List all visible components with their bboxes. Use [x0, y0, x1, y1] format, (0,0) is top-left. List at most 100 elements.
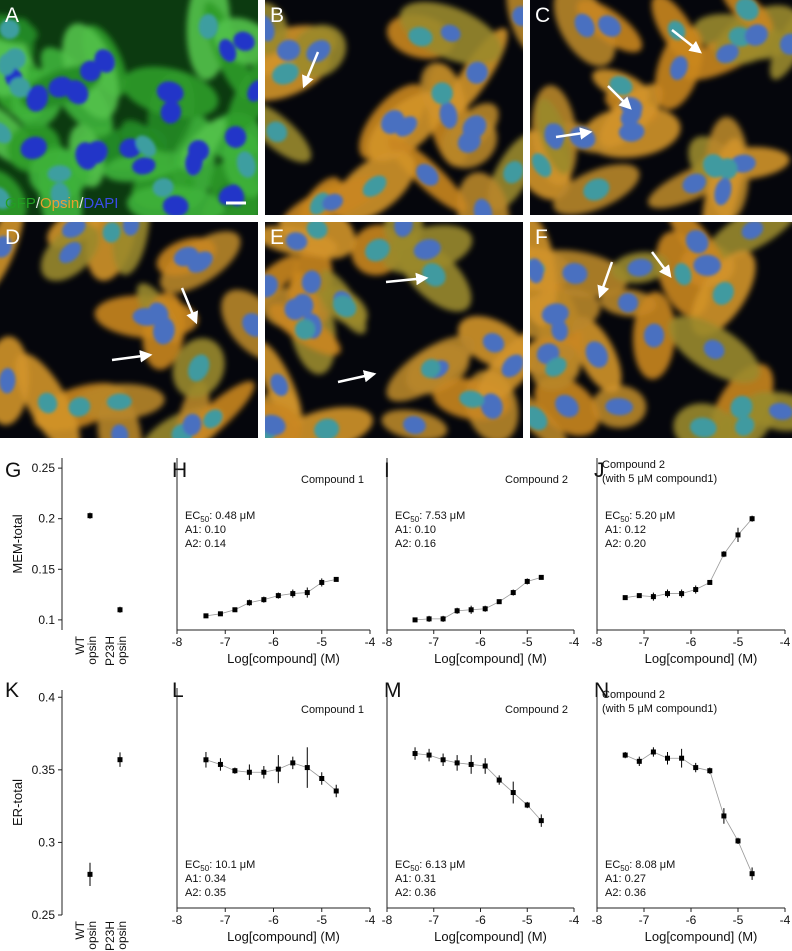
- x-tick-label: -5: [522, 913, 533, 927]
- ec50-value: : 5.20 μM: [629, 510, 675, 522]
- ec50-subscript: 50: [620, 515, 629, 524]
- panel-letter: M: [384, 679, 402, 702]
- data-point: [693, 765, 699, 771]
- x-tick-label: -8: [382, 635, 393, 649]
- annotation: Compound 1: [301, 474, 364, 486]
- x-tick-label: -5: [733, 913, 744, 927]
- nucleus: [585, 341, 609, 368]
- x-tick-label: -8: [172, 913, 183, 927]
- nucleus: [102, 222, 121, 243]
- nucleus: [68, 397, 91, 417]
- a2-label: A2: 0.20: [605, 538, 646, 550]
- nucleus: [730, 395, 753, 419]
- data-point: [693, 587, 699, 593]
- stain-label: DAPI: [83, 195, 118, 212]
- data-point: [246, 769, 252, 775]
- nucleus: [480, 393, 503, 419]
- data-point: [496, 777, 502, 783]
- nucleus: [682, 173, 707, 194]
- nucleus: [512, 6, 523, 27]
- panel-letter: N: [594, 679, 609, 702]
- nucleus: [309, 192, 330, 215]
- data-point: [482, 763, 488, 769]
- nucleus: [276, 39, 301, 61]
- data-point: [232, 607, 238, 613]
- nucleus: [203, 409, 223, 429]
- data-point: [707, 579, 713, 585]
- data-point: [117, 607, 123, 613]
- nucleus: [265, 274, 279, 298]
- stain-legend: GFP/Opsin/DAPI: [5, 195, 118, 212]
- x-tick-label: -6: [268, 913, 279, 927]
- nucleus: [62, 222, 86, 238]
- nucleus: [627, 258, 653, 277]
- ec50-value: : 0.48 μM: [209, 510, 255, 522]
- nucleus: [265, 15, 275, 42]
- annotation: Compound 2: [505, 474, 568, 486]
- x-tick-label: -5: [316, 913, 327, 927]
- nucleus: [574, 13, 595, 38]
- nucleus: [152, 177, 174, 198]
- nucleus: [714, 177, 732, 206]
- nucleus: [59, 241, 82, 264]
- nucleus: [457, 130, 481, 153]
- annotation: Compound 2: [602, 459, 665, 471]
- data-point: [275, 593, 281, 599]
- nucleus: [322, 193, 344, 211]
- ec50-subscript: 50: [620, 864, 629, 873]
- data-point: [333, 788, 339, 794]
- nucleus: [198, 13, 219, 39]
- data-point: [735, 838, 741, 844]
- data-point: [524, 578, 530, 584]
- micrograph: A GFP/Opsin/DAPI: [0, 0, 258, 215]
- nucleus: [689, 417, 717, 438]
- data-point: [261, 769, 267, 775]
- nucleus: [544, 123, 564, 150]
- x-tick-label: -6: [268, 635, 279, 649]
- data-point: [665, 591, 670, 597]
- x-tick-label: -7: [428, 635, 439, 649]
- nucleus: [292, 293, 314, 317]
- nucleus: [272, 62, 299, 85]
- x-tick-label: -4: [780, 635, 791, 649]
- nucleus: [669, 56, 688, 80]
- ec50-label: EC50: 7.53 μM: [395, 510, 465, 524]
- arrow: [597, 261, 614, 299]
- ec50-subscript: 50: [410, 864, 419, 873]
- ec50-label: EC50: 6.13 μM: [395, 859, 465, 873]
- ec50-text: EC: [605, 859, 620, 871]
- stain-label: /: [79, 195, 84, 212]
- data-point: [510, 790, 516, 796]
- nucleus: [440, 24, 461, 42]
- a1-label: A1: 0.27: [605, 873, 646, 885]
- data-point: [538, 574, 544, 580]
- nucleus: [79, 60, 101, 82]
- a2-label: A2: 0.14: [185, 538, 226, 550]
- a1-label: A1: 0.34: [185, 873, 226, 885]
- nucleus: [421, 359, 441, 378]
- nucleus: [362, 175, 387, 197]
- nucleus: [122, 222, 140, 236]
- data-point: [510, 590, 516, 596]
- x-tick-label: -8: [172, 635, 183, 649]
- nucleus: [482, 333, 505, 353]
- data-point: [319, 579, 325, 585]
- panel-letter: H: [172, 459, 187, 482]
- nucleus: [768, 402, 792, 420]
- panel-letter: A: [5, 4, 19, 27]
- a2-label: A2: 0.36: [605, 887, 646, 899]
- data-point: [468, 761, 474, 767]
- data-point: [454, 760, 460, 766]
- nucleus: [20, 136, 47, 160]
- nucleus: [152, 317, 175, 345]
- nucleus: [233, 31, 255, 51]
- nucleus: [47, 165, 72, 183]
- y-axis-label: MEM-total: [10, 514, 25, 573]
- nucleus: [597, 15, 622, 37]
- a1-label: A1: 0.31: [395, 873, 436, 885]
- y-tick-label: 0.25: [32, 461, 56, 475]
- nucleus: [218, 39, 237, 63]
- panel-letter: G: [5, 459, 21, 482]
- data-point: [636, 593, 642, 599]
- panel-letter: D: [5, 226, 20, 249]
